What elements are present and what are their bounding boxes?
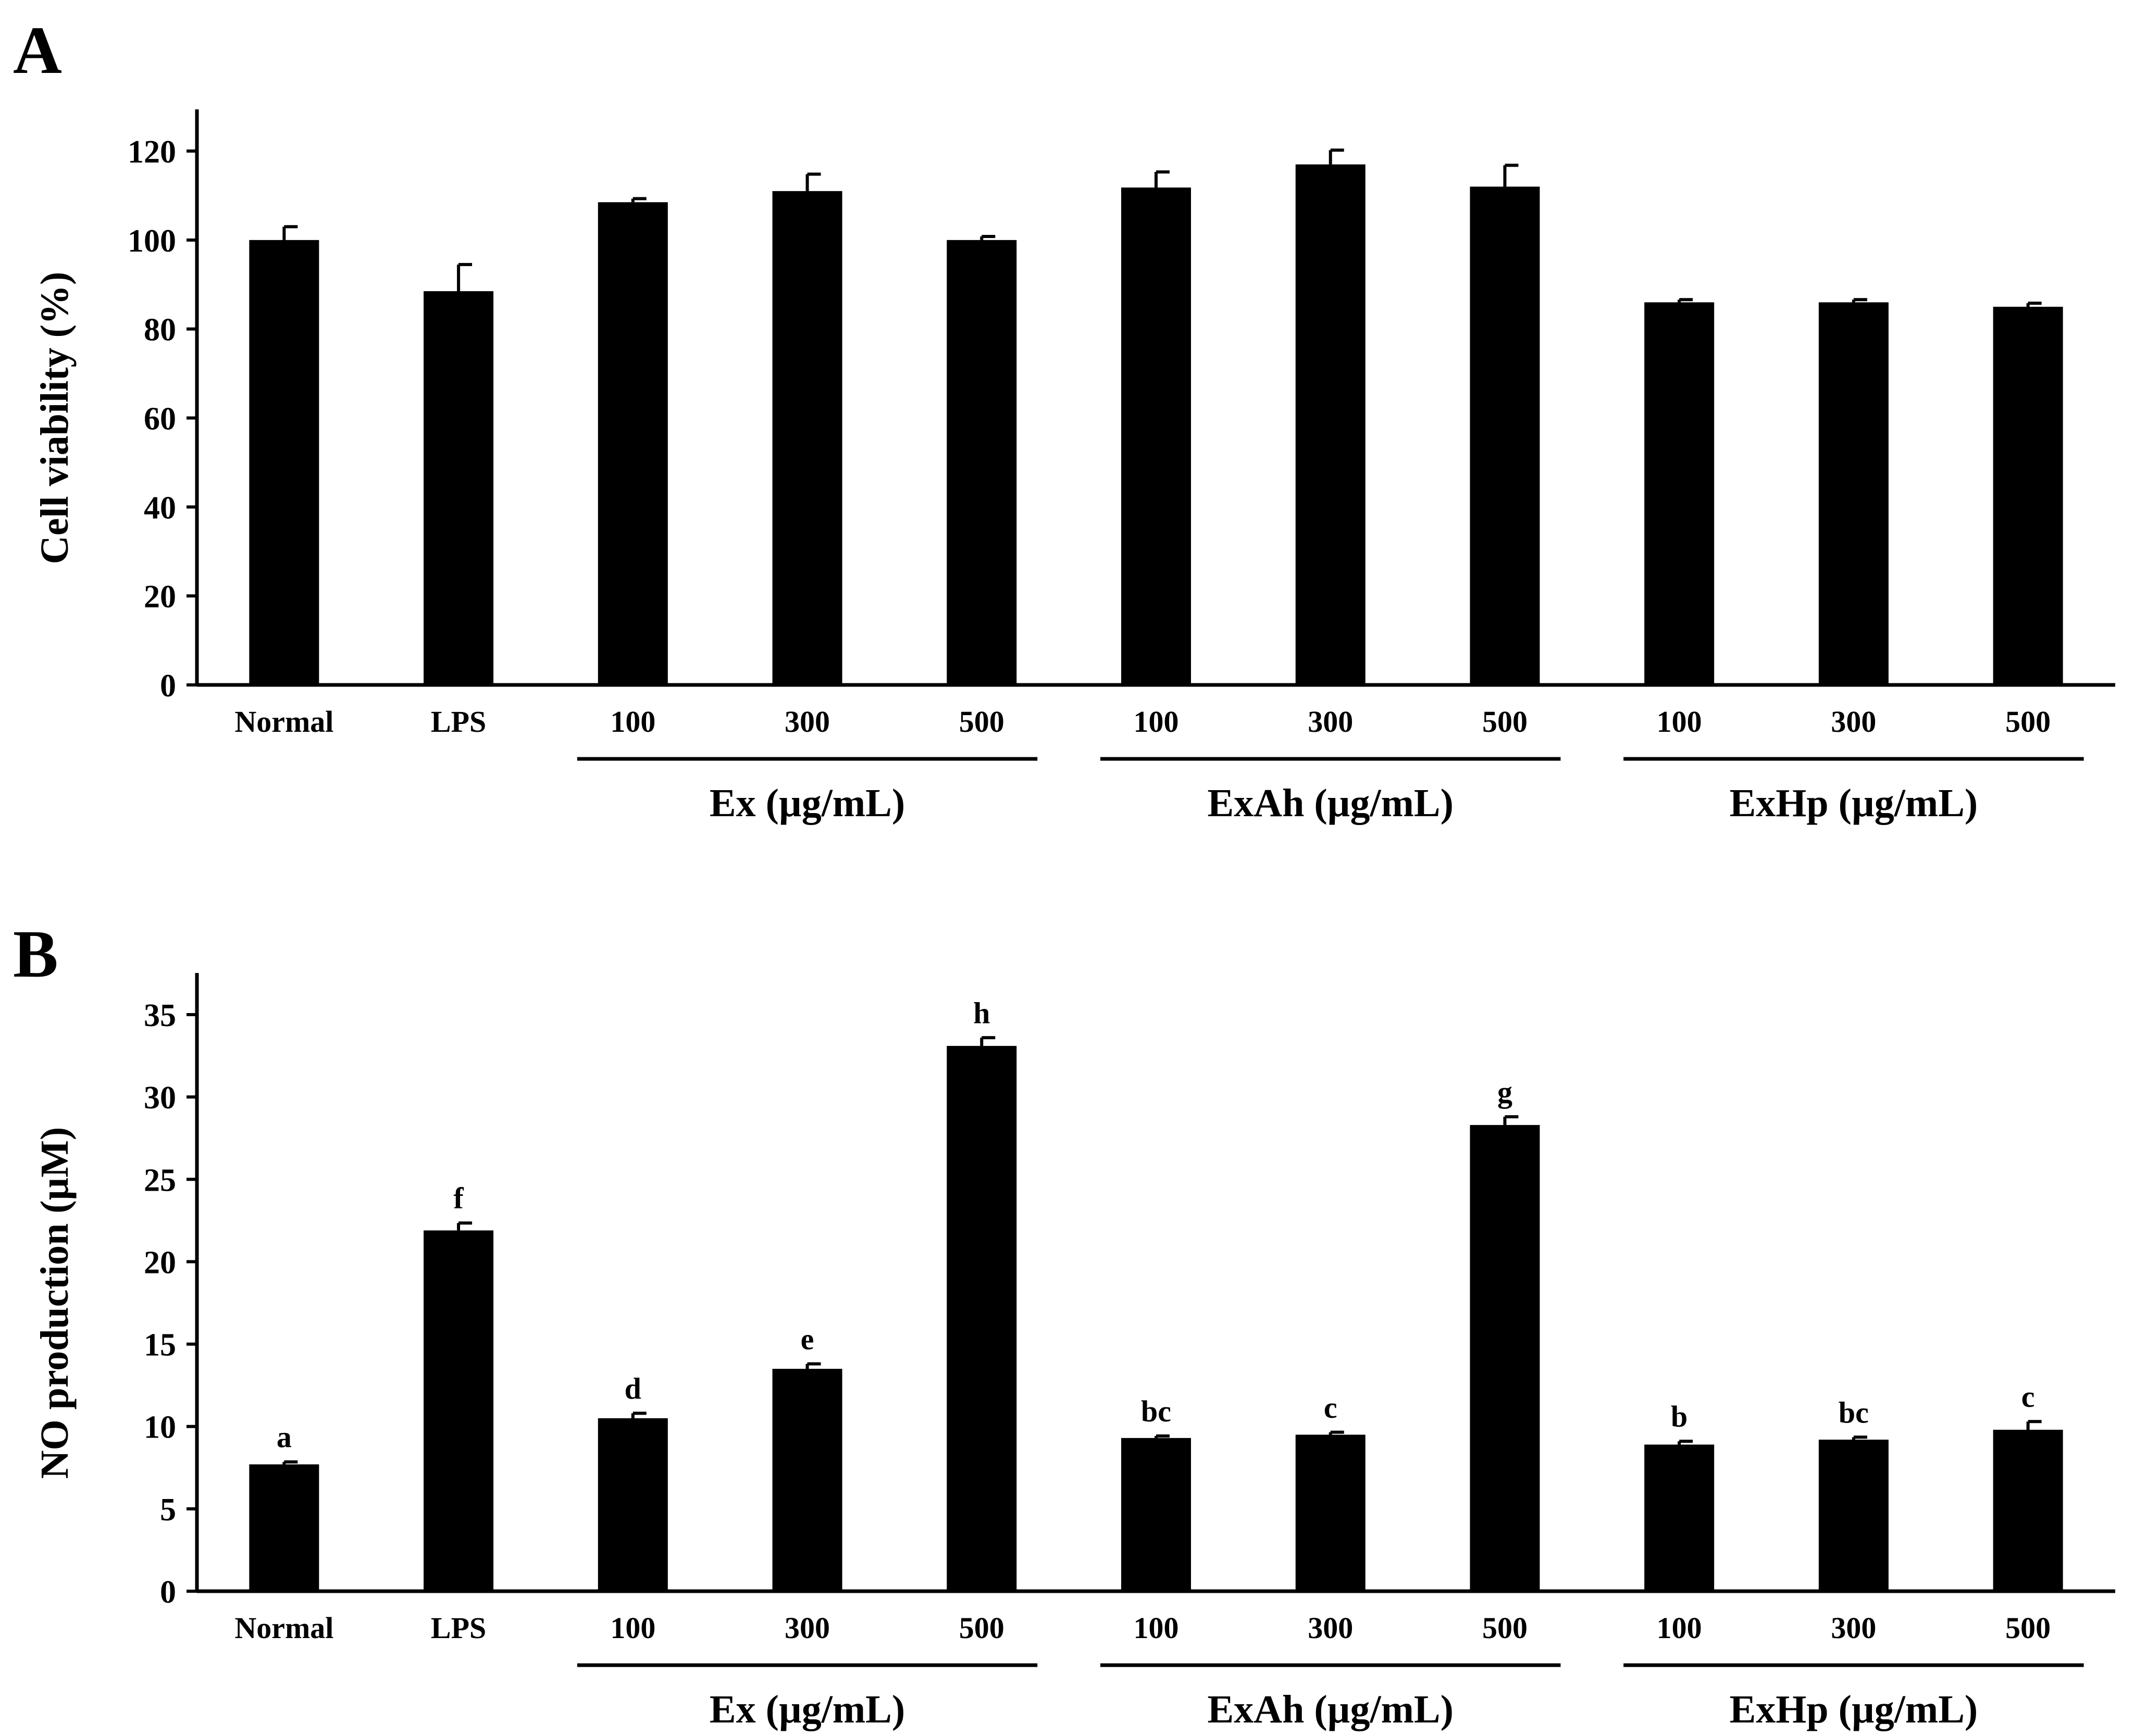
panel-a-x-tick-label: 300 xyxy=(785,705,830,739)
panel-b: B 0 5 10 15 20 25 30 35 NO production (µM) Normal… xyxy=(13,917,2115,1731)
panel-a-bar xyxy=(249,240,319,685)
panel-a-bar xyxy=(947,240,1017,685)
panel-a-bar xyxy=(1818,302,1889,685)
panel-b-x-tick-label: Normal xyxy=(234,1611,333,1645)
panel-b-significance-letter: h xyxy=(973,996,990,1030)
panel-a-bar xyxy=(1470,186,1540,685)
panel-a-y-tick-label: 40 xyxy=(144,490,176,526)
panel-b-x-tick-label: 100 xyxy=(1657,1611,1702,1645)
panel-b-significance-letter: d xyxy=(625,1371,641,1405)
panel-b-bar xyxy=(947,1046,1017,1591)
panel-b-significance-letter: g xyxy=(1497,1075,1512,1109)
panel-b-y-tick-label: 10 xyxy=(144,1410,176,1445)
panel-b-y-tick-label: 5 xyxy=(160,1492,176,1528)
panel-b-x-tick-label: LPS xyxy=(431,1611,486,1645)
panel-a-bar xyxy=(1644,302,1715,685)
panel-b-significance-letter: b xyxy=(1671,1400,1687,1433)
panel-a-x-tick-label: 300 xyxy=(1831,705,1876,739)
panel-b-x-tick-label: 300 xyxy=(1831,1611,1876,1645)
panel-b-x-tick-label: 300 xyxy=(1308,1611,1353,1645)
panel-b-x-tick-label: 500 xyxy=(2005,1611,2051,1645)
panel-b-significance-letter: c xyxy=(1324,1391,1337,1425)
panel-a-bar xyxy=(598,202,668,685)
panel-a-bar xyxy=(1993,306,2063,685)
panel-b-y-tick-label: 25 xyxy=(144,1163,176,1198)
panel-a-x-tick-label: 100 xyxy=(1134,705,1179,739)
panel-b-significance-letter: c xyxy=(2021,1380,2035,1414)
panel-a-y-tick-label: 20 xyxy=(144,579,176,615)
panel-a-bar xyxy=(1121,188,1191,685)
panel-b-y-tick-label: 20 xyxy=(144,1245,176,1280)
panel-a: A 0 20 40 60 80 100 120 Cell viability (%) Norma… xyxy=(13,13,2115,825)
panel-b-significance-letter: a xyxy=(277,1420,292,1454)
panel-a-x-tick-label: 100 xyxy=(1657,705,1702,739)
panel-b-bar xyxy=(598,1418,668,1591)
panel-b-group-label: ExAh (µg/mL) xyxy=(1208,1688,1454,1731)
panel-a-x-tick-label: 100 xyxy=(610,705,655,739)
panel-a-x-tick-label: 500 xyxy=(1482,705,1528,739)
panel-a-x-tick-label: Normal xyxy=(234,705,333,739)
panel-a-y-tick-label: 0 xyxy=(160,668,176,704)
panel-b-significance-letter: f xyxy=(453,1181,464,1215)
panel-b-y-tick-label: 0 xyxy=(160,1575,176,1610)
panel-b-bar xyxy=(772,1369,842,1591)
panel-b-y-tick-label: 30 xyxy=(144,1080,176,1116)
panel-b-bar xyxy=(249,1464,319,1591)
panel-b-bar xyxy=(1121,1438,1191,1591)
panel-b-bar xyxy=(1295,1434,1366,1591)
panel-b-bar xyxy=(1644,1444,1715,1591)
panel-a-x-tick-label: 500 xyxy=(2005,705,2051,739)
panel-a-y-tick-label: 100 xyxy=(128,223,176,259)
panel-b-y-axis-label: NO production (µM) xyxy=(33,1127,77,1479)
panel-b-group-label: ExHp (µg/mL) xyxy=(1730,1688,1978,1731)
panel-a-group-label: ExAh (µg/mL) xyxy=(1208,781,1454,825)
panel-a-group-label: Ex (µg/mL) xyxy=(710,781,905,825)
panel-b-y-tick-label: 15 xyxy=(144,1328,176,1363)
panel-b-significance-letter: bc xyxy=(1141,1394,1171,1428)
panel-b-bar xyxy=(1470,1125,1540,1591)
panel-a-y-tick-label: 120 xyxy=(128,134,176,170)
panel-b-bar xyxy=(1993,1430,2063,1591)
panel-b-group-label: Ex (µg/mL) xyxy=(710,1688,905,1731)
panel-b-y-tick-label: 35 xyxy=(144,998,176,1033)
panel-a-x-tick-label: 300 xyxy=(1308,705,1353,739)
panel-b-bar xyxy=(1818,1440,1889,1591)
panel-a-y-axis-label: Cell viability (%) xyxy=(33,272,77,565)
panel-b-x-tick-label: 100 xyxy=(1134,1611,1179,1645)
panel-b-letter: B xyxy=(13,917,58,992)
panel-a-x-tick-label: 500 xyxy=(959,705,1004,739)
panel-b-x-tick-label: 100 xyxy=(610,1611,655,1645)
panel-a-letter: A xyxy=(13,13,62,88)
panel-a-y-tick-label: 80 xyxy=(144,313,176,348)
panel-a-x-tick-label: LPS xyxy=(431,705,486,739)
panel-a-y-tick-label: 60 xyxy=(144,402,176,437)
panel-a-group-label: ExHp (µg/mL) xyxy=(1730,781,1978,825)
panel-b-significance-letter: e xyxy=(801,1322,814,1356)
panel-a-bar xyxy=(424,291,494,685)
panel-a-bar xyxy=(1295,164,1366,685)
panel-b-x-tick-label: 500 xyxy=(1482,1611,1528,1645)
panel-b-x-tick-label: 300 xyxy=(785,1611,830,1645)
panel-b-x-tick-label: 500 xyxy=(959,1611,1004,1645)
panel-b-significance-letter: bc xyxy=(1839,1395,1869,1429)
panel-a-bar xyxy=(772,191,842,685)
panel-b-bar xyxy=(424,1230,494,1591)
